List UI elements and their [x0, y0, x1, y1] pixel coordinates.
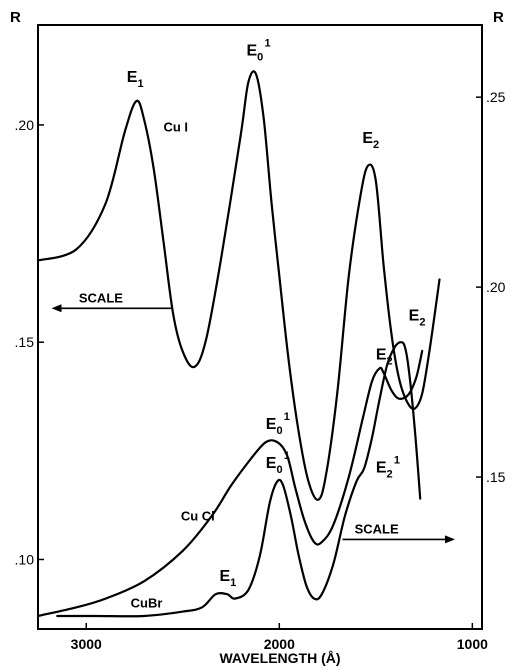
axis-ticks: 3000 2000 1000 .10 .15 .20 .15 .20 .25 [15, 89, 506, 652]
scale-indicator: SCALE [51, 290, 172, 313]
svg-text:E2: E2 [409, 307, 426, 328]
series-line-cucl [36, 349, 424, 618]
svg-text:E0: E0 [246, 42, 263, 63]
svg-text:E2: E2 [376, 347, 393, 368]
series-label: Cu I [163, 119, 188, 134]
svg-text:SCALE: SCALE [355, 521, 399, 536]
right-y-tick-label: .15 [486, 469, 506, 485]
svg-text:Cu Cl: Cu Cl [181, 508, 215, 523]
transition-label: E2 [409, 307, 426, 328]
series-label: Cu Cl [181, 508, 215, 523]
transition-label: E2 [362, 130, 379, 151]
svg-text:SCALE: SCALE [79, 290, 123, 305]
svg-text:E1: E1 [127, 69, 144, 90]
svg-text:E0: E0 [266, 455, 283, 476]
svg-text:E1: E1 [219, 568, 236, 589]
series-label: CuBr [131, 595, 163, 610]
transition-label: E01 [266, 411, 290, 437]
scale-arrow-head [51, 304, 62, 313]
svg-text:1: 1 [264, 37, 270, 49]
transition-label: E01 [246, 37, 270, 63]
left-y-tick-label: .20 [15, 117, 35, 133]
series-line-cubr [56, 341, 422, 618]
transition-label: E1 [219, 568, 236, 589]
scale-indicator: SCALE [342, 521, 455, 544]
svg-text:CuBr: CuBr [131, 595, 163, 610]
transition-label: E01 [266, 450, 290, 476]
right-axis-label: R [493, 9, 504, 26]
x-axis-label: WAVELENGTH (Å) [219, 650, 340, 666]
scale-arrow-head [444, 535, 455, 544]
left-y-tick-label: .15 [15, 334, 35, 350]
svg-text:1: 1 [284, 411, 290, 423]
plot-frame [37, 24, 483, 630]
x-tick-label: 3000 [71, 636, 102, 652]
series-line-cui [36, 70, 441, 501]
series-group [36, 70, 441, 618]
svg-text:Cu I: Cu I [163, 119, 188, 134]
svg-text:E2: E2 [362, 130, 379, 151]
svg-text:1: 1 [394, 455, 400, 467]
right-y-tick-label: .25 [486, 89, 506, 105]
left-y-tick-label: .10 [15, 551, 35, 567]
right-y-tick-label: .20 [486, 279, 506, 295]
svg-text:E0: E0 [266, 416, 283, 437]
transition-label: E2 [376, 347, 393, 368]
svg-text:1: 1 [284, 450, 290, 462]
transition-label: E1 [127, 69, 144, 90]
transition-label: E21 [376, 455, 400, 481]
svg-text:E2: E2 [376, 460, 393, 481]
x-tick-label: 1000 [457, 636, 488, 652]
left-axis-label: R [10, 9, 21, 26]
x-tick-label: 2000 [264, 636, 295, 652]
